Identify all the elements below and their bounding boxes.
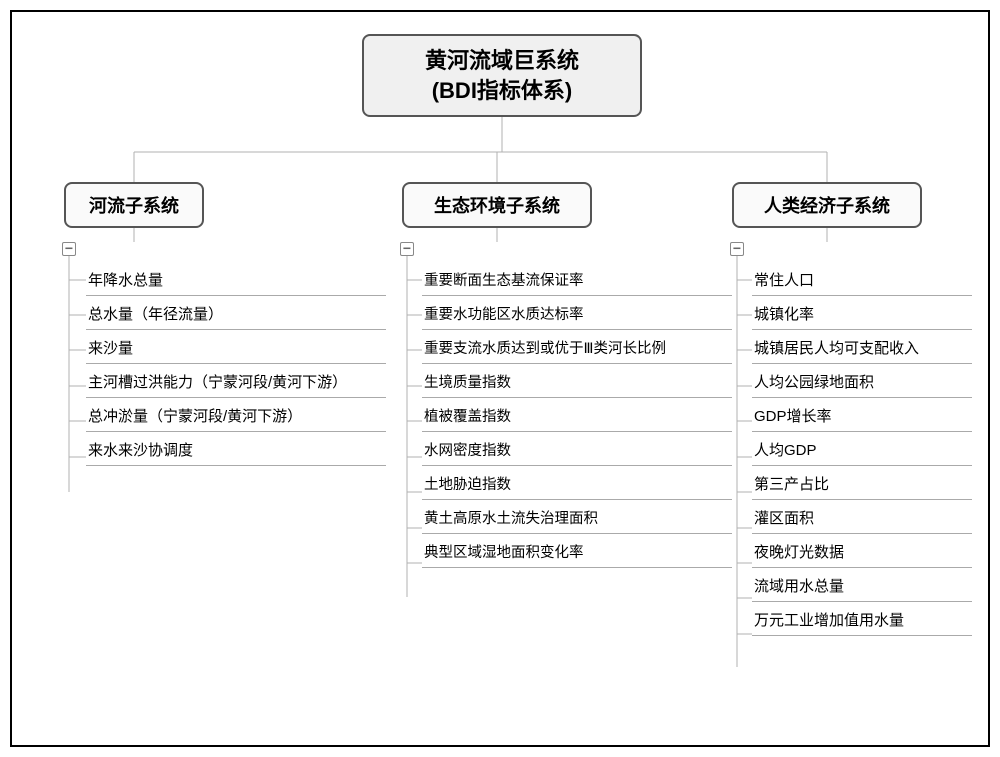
collapse-icon[interactable]: − [62,242,76,256]
collapse-icon[interactable]: − [400,242,414,256]
subsystem-box-river: 河流子系统 [64,182,204,228]
list-item: 重要断面生态基流保证率 [422,262,732,296]
collapse-icon[interactable]: − [730,242,744,256]
item-list-ecology: 重要断面生态基流保证率重要水功能区水质达标率重要支流水质达到或优于Ⅲ类河长比例生… [422,262,732,568]
list-item: 流域用水总量 [752,568,972,602]
subsystem-box-ecology: 生态环境子系统 [402,182,592,228]
list-item: GDP增长率 [752,398,972,432]
list-item: 人均公园绿地面积 [752,364,972,398]
list-item: 来沙量 [86,330,386,364]
list-item: 生境质量指数 [422,364,732,398]
subsystem-box-economy: 人类经济子系统 [732,182,922,228]
list-item: 水网密度指数 [422,432,732,466]
list-item: 城镇居民人均可支配收入 [752,330,972,364]
item-list-river: 年降水总量总水量（年径流量）来沙量主河槽过洪能力（宁蒙河段/黄河下游）总冲淤量（… [86,262,386,466]
item-list-economy: 常住人口城镇化率城镇居民人均可支配收入人均公园绿地面积GDP增长率人均GDP第三… [752,262,972,636]
list-item: 总水量（年径流量） [86,296,386,330]
list-item: 主河槽过洪能力（宁蒙河段/黄河下游） [86,364,386,398]
list-item: 年降水总量 [86,262,386,296]
list-item: 夜晚灯光数据 [752,534,972,568]
diagram-frame: 黄河流域巨系统 (BDI指标体系) 河流子系统 生态环境子系统 人类经济子系统 … [10,10,990,747]
list-item: 人均GDP [752,432,972,466]
subsystem-label: 人类经济子系统 [764,196,890,216]
subsystem-label: 河流子系统 [89,196,179,216]
list-item: 来水来沙协调度 [86,432,386,466]
root-node: 黄河流域巨系统 (BDI指标体系) [362,34,642,117]
root-title-line1: 黄河流域巨系统 [376,46,628,76]
subsystem-label: 生态环境子系统 [434,196,560,216]
list-item: 灌区面积 [752,500,972,534]
list-item: 土地胁迫指数 [422,466,732,500]
list-item: 常住人口 [752,262,972,296]
root-title-line2: (BDI指标体系) [376,76,628,106]
list-item: 城镇化率 [752,296,972,330]
list-item: 第三产占比 [752,466,972,500]
list-item: 黄土高原水土流失治理面积 [422,500,732,534]
list-item: 典型区域湿地面积变化率 [422,534,732,568]
list-item: 植被覆盖指数 [422,398,732,432]
list-item: 总冲淤量（宁蒙河段/黄河下游） [86,398,386,432]
list-item: 万元工业增加值用水量 [752,602,972,636]
list-item: 重要水功能区水质达标率 [422,296,732,330]
list-item: 重要支流水质达到或优于Ⅲ类河长比例 [422,330,732,364]
